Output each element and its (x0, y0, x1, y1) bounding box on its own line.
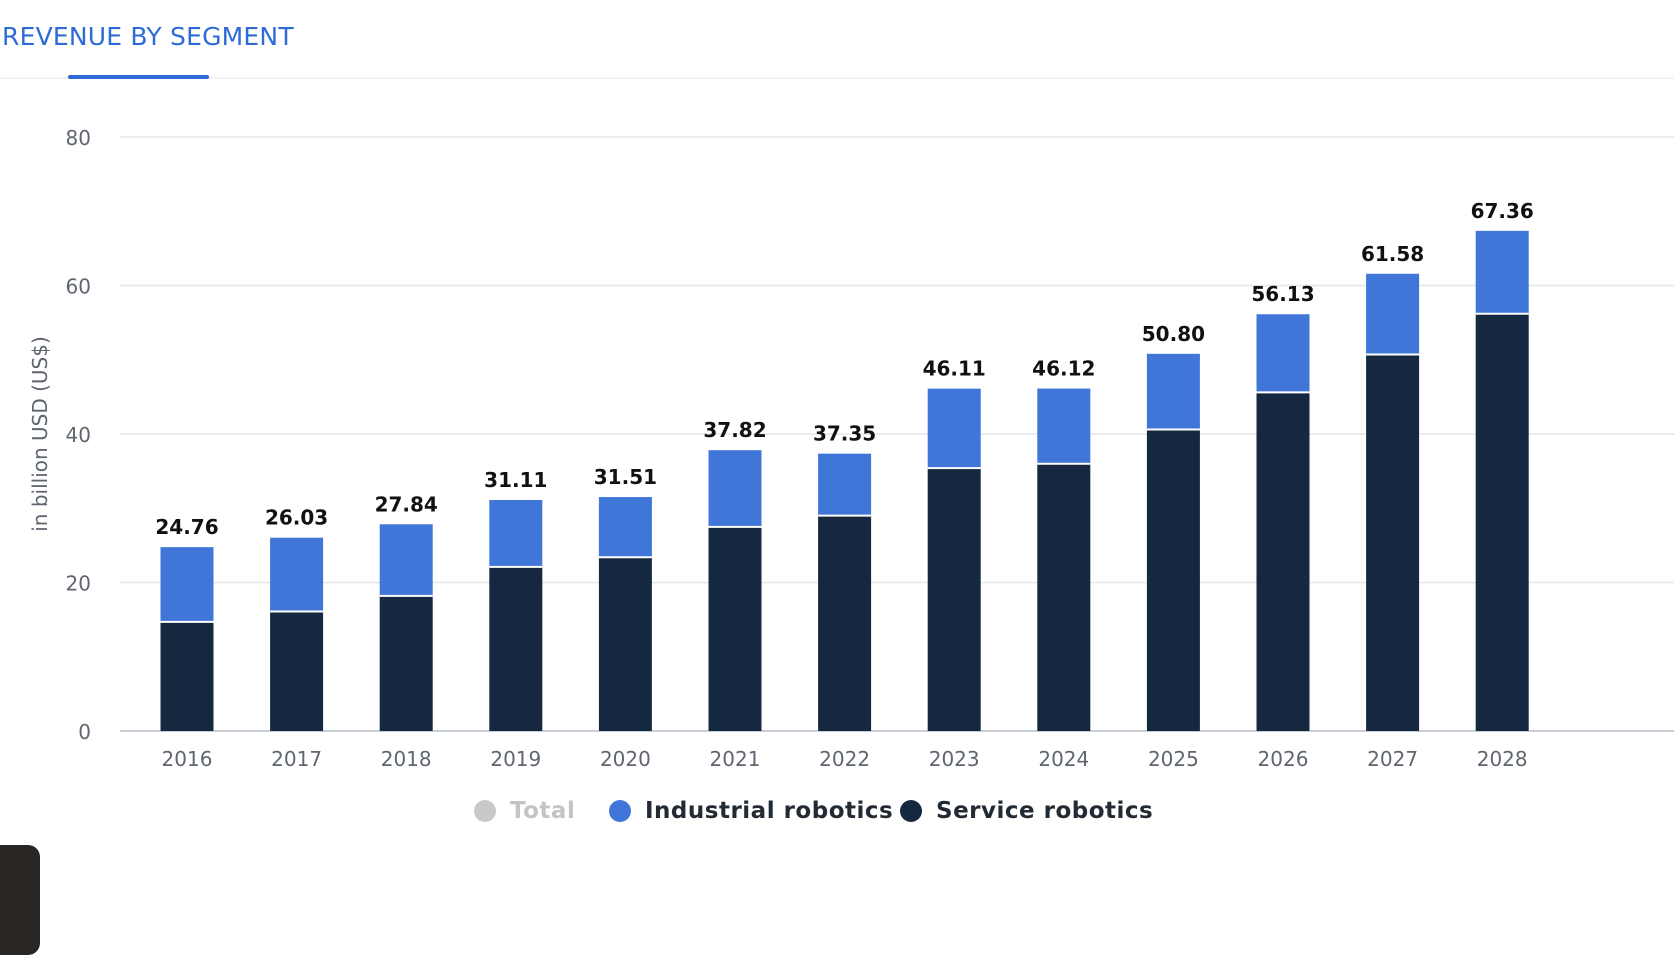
x-tick-label: 2016 (162, 747, 213, 771)
x-tick-label: 2019 (490, 747, 541, 771)
bar-service-robotics[interactable] (927, 468, 981, 731)
total-data-label: 37.82 (703, 418, 766, 442)
bar-service-robotics[interactable] (160, 621, 214, 731)
y-tick-label: 20 (66, 572, 91, 596)
total-data-label: 24.76 (155, 515, 218, 539)
x-tick-label: 2024 (1038, 747, 1089, 771)
total-data-label: 46.12 (1032, 357, 1095, 381)
bar-industrial-robotics[interactable] (927, 388, 981, 469)
total-data-label: 31.11 (484, 468, 547, 492)
bar-industrial-robotics[interactable] (160, 547, 214, 622)
x-tick-label: 2023 (929, 747, 980, 771)
x-tick-label: 2022 (819, 747, 870, 771)
active-tab-indicator (68, 75, 209, 79)
legend-label-industrial: Industrial robotics (645, 798, 894, 824)
total-data-label: 61.58 (1361, 242, 1424, 266)
bar-service-robotics[interactable] (270, 611, 324, 731)
x-tick-label: 2027 (1367, 747, 1418, 771)
x-tick-label: 2028 (1477, 747, 1528, 771)
legend-dot-service (900, 800, 922, 822)
total-labels: 24.76 26.03 27.84 31.11 31.51 37.82 37.35 46.11… (155, 199, 1533, 539)
y-tick-label: 0 (78, 720, 91, 744)
bar-industrial-robotics[interactable] (1256, 314, 1310, 393)
bar-service-robotics[interactable] (598, 557, 652, 731)
x-tick-label: 2026 (1258, 747, 1309, 771)
x-tick-label: 2018 (381, 747, 432, 771)
bar-service-robotics[interactable] (708, 526, 762, 731)
bar-industrial-robotics[interactable] (598, 497, 652, 558)
x-tick-label: 2017 (271, 747, 322, 771)
y-tick-label: 40 (66, 423, 91, 447)
bar-industrial-robotics[interactable] (1475, 230, 1529, 314)
tab-divider (0, 77, 1674, 79)
bar-service-robotics[interactable] (1256, 392, 1310, 731)
bar-industrial-robotics[interactable] (270, 537, 324, 612)
total-data-label: 37.35 (813, 422, 876, 446)
total-data-label: 50.80 (1142, 322, 1205, 346)
total-data-label: 27.84 (375, 492, 438, 516)
legend-item-service-robotics[interactable]: Service robotics (900, 798, 1153, 824)
bar-industrial-robotics[interactable] (489, 500, 543, 567)
total-data-label: 26.03 (265, 506, 328, 530)
y-axis-ticks: 0 20 40 60 80 (66, 126, 91, 744)
legend-item-industrial-robotics[interactable]: Industrial robotics (609, 798, 893, 824)
y-axis-label: in billion USD (US$) (28, 336, 52, 532)
legend-label-total: Total (510, 798, 576, 824)
legend-dot-total (474, 800, 496, 822)
bar-industrial-robotics[interactable] (379, 524, 433, 596)
legend: Total Industrial robotics Service roboti… (0, 798, 1674, 838)
bar-service-robotics[interactable] (1366, 354, 1420, 731)
tab-revenue-by-segment[interactable]: REVENUE BY SEGMENT (2, 22, 294, 51)
total-data-label: 67.36 (1471, 199, 1534, 223)
bar-service-robotics[interactable] (818, 515, 872, 731)
total-data-label: 31.51 (594, 465, 657, 489)
bar-industrial-robotics[interactable] (1037, 388, 1091, 464)
bar-service-robotics[interactable] (379, 595, 433, 731)
bar-service-robotics[interactable] (1146, 429, 1200, 731)
corner-thumbnail (0, 845, 40, 955)
y-tick-label: 60 (66, 275, 91, 299)
total-data-label: 46.11 (923, 357, 986, 381)
bar-industrial-robotics[interactable] (708, 450, 762, 527)
gridlines (120, 136, 1674, 732)
legend-item-total[interactable]: Total (474, 798, 575, 824)
y-tick-label: 80 (66, 126, 91, 150)
bar-service-robotics[interactable] (489, 566, 543, 731)
bar-service-robotics[interactable] (1037, 463, 1091, 731)
x-tick-label: 2025 (1148, 747, 1199, 771)
legend-label-service: Service robotics (936, 798, 1154, 824)
total-data-label: 56.13 (1251, 282, 1314, 306)
bar-industrial-robotics[interactable] (1146, 353, 1200, 430)
bar-industrial-robotics[interactable] (1366, 273, 1420, 355)
bars (160, 230, 1529, 731)
x-axis-ticks: 2016 2017 2018 2019 2020 2021 2022 2023 2024 2025… (162, 747, 1528, 771)
x-tick-label: 2020 (600, 747, 651, 771)
bar-industrial-robotics[interactable] (818, 453, 872, 516)
bar-service-robotics[interactable] (1475, 313, 1529, 731)
legend-dot-industrial (609, 800, 631, 822)
x-tick-label: 2021 (710, 747, 761, 771)
